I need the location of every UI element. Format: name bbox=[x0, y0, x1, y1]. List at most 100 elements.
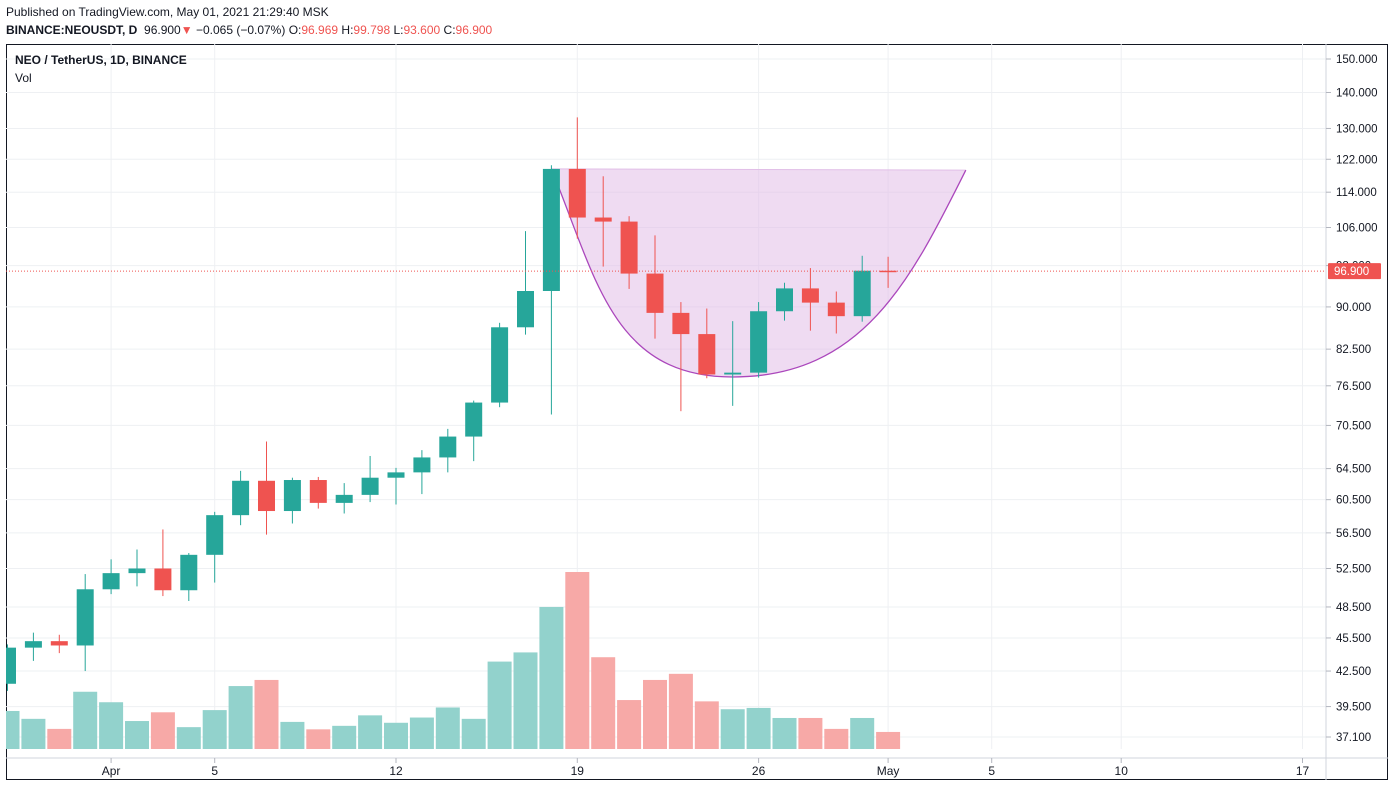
price-tick-label: 56.500 bbox=[1336, 528, 1371, 540]
cup-rim bbox=[551, 168, 966, 171]
candle-body bbox=[387, 472, 405, 478]
volume-bar bbox=[513, 652, 538, 749]
candle bbox=[646, 235, 664, 339]
candle-body bbox=[413, 457, 431, 473]
volume-bar bbox=[306, 729, 331, 749]
candle bbox=[776, 282, 793, 321]
candle-body bbox=[206, 515, 224, 555]
volume-bar bbox=[409, 717, 434, 749]
chart-frame bbox=[6, 44, 1388, 780]
down-arrow-icon: ▼ bbox=[180, 23, 193, 37]
volume-bar bbox=[99, 702, 124, 749]
candle bbox=[102, 559, 120, 595]
volume-bar bbox=[643, 679, 667, 749]
candle bbox=[283, 477, 301, 524]
volume-bar bbox=[850, 717, 875, 749]
volume-legend[interactable]: Vol bbox=[15, 71, 32, 85]
last-price-tag bbox=[1328, 263, 1381, 280]
low-label: L: bbox=[393, 23, 404, 37]
candle-body bbox=[698, 334, 716, 375]
volume-bar bbox=[539, 606, 564, 749]
candle-body bbox=[750, 311, 768, 373]
candle-body bbox=[361, 477, 379, 495]
candle bbox=[413, 450, 431, 495]
candle-body bbox=[283, 480, 301, 512]
volume-bar bbox=[73, 691, 98, 749]
candle-body bbox=[232, 480, 250, 516]
candle bbox=[154, 529, 172, 597]
volume-bars bbox=[6, 572, 901, 749]
volume-bar bbox=[176, 727, 201, 749]
candle bbox=[542, 165, 560, 415]
candle bbox=[6, 644, 16, 691]
volume-bar bbox=[772, 717, 797, 749]
volume-bar bbox=[668, 673, 693, 749]
candle-body bbox=[309, 480, 327, 503]
candle-body bbox=[491, 327, 509, 403]
candle bbox=[206, 511, 224, 583]
time-tick-label: 12 bbox=[389, 764, 403, 778]
price-axis[interactable]: 150.000 140.000 130.000 122.000 114.000 106.0… bbox=[1325, 44, 1381, 780]
time-tick-label: 5 bbox=[988, 764, 995, 778]
candle-body bbox=[517, 291, 534, 328]
volume-bar bbox=[591, 657, 616, 749]
candle bbox=[698, 308, 716, 379]
price-tick-label: 70.500 bbox=[1336, 420, 1371, 432]
candle bbox=[50, 634, 68, 654]
candlestick-chart[interactable]: 150.000 140.000 130.000 122.000 114.000 106.0… bbox=[6, 44, 1388, 780]
candle-body bbox=[776, 288, 793, 312]
price-tick-label: 42.500 bbox=[1336, 666, 1371, 678]
open-value: 96.969 bbox=[301, 23, 339, 37]
published-note: Published on TradingView.com, May 01, 20… bbox=[6, 5, 329, 19]
candle bbox=[801, 268, 819, 331]
candle bbox=[361, 455, 379, 503]
price-tick-label: 130.000 bbox=[1336, 123, 1378, 135]
candle-body bbox=[853, 270, 871, 317]
price-tick-label: 106.000 bbox=[1336, 223, 1378, 235]
high-label: H: bbox=[341, 23, 354, 37]
price-tick-label: 90.000 bbox=[1336, 302, 1371, 314]
last-price: 96.900 bbox=[144, 23, 181, 37]
candle-body bbox=[465, 402, 483, 437]
price-tick-label: 122.000 bbox=[1336, 154, 1378, 166]
price-tick-label: 48.500 bbox=[1336, 602, 1371, 614]
volume-bar bbox=[150, 712, 175, 749]
volume-bar bbox=[461, 718, 486, 749]
close-value: 96.900 bbox=[455, 23, 493, 37]
price-tick-label: 82.500 bbox=[1336, 344, 1371, 356]
candle bbox=[827, 291, 845, 334]
price-tick-label: 64.500 bbox=[1336, 464, 1371, 476]
candle bbox=[568, 117, 586, 239]
candle-body bbox=[801, 288, 819, 303]
volume-bar bbox=[720, 709, 745, 749]
close-label: C: bbox=[443, 23, 456, 37]
candle bbox=[232, 470, 250, 526]
price-tick-label: 140.000 bbox=[1336, 87, 1378, 99]
candle bbox=[387, 467, 405, 505]
price-tick-label: 39.500 bbox=[1336, 702, 1371, 714]
candle bbox=[24, 632, 42, 661]
time-tick-label: 5 bbox=[211, 764, 218, 778]
volume-bar bbox=[125, 721, 149, 749]
candle bbox=[491, 322, 509, 408]
volume-bar bbox=[798, 717, 823, 749]
volume-bar bbox=[876, 731, 901, 749]
volume-bar bbox=[254, 679, 279, 749]
candle bbox=[309, 476, 327, 509]
volume-bar bbox=[47, 728, 72, 749]
volume-bar bbox=[21, 718, 46, 749]
candle-body bbox=[180, 554, 198, 591]
candle-body bbox=[827, 302, 845, 317]
candles[interactable] bbox=[6, 117, 897, 691]
low-value: 93.600 bbox=[403, 23, 441, 37]
volume-bar bbox=[617, 700, 642, 749]
open-label: O: bbox=[288, 23, 302, 37]
chart-legend-title[interactable]: NEO / TetherUS, 1D, BINANCE bbox=[15, 53, 187, 67]
candle-body bbox=[568, 168, 586, 218]
last-price-tag-text: 96.900 bbox=[1334, 266, 1369, 278]
candle-body bbox=[335, 494, 353, 503]
time-axis[interactable]: Apr 5 12 19 26 May 5 10 17 bbox=[6, 757, 1388, 778]
candle bbox=[180, 553, 198, 601]
time-tick-label: Apr bbox=[102, 764, 121, 778]
candle bbox=[672, 302, 690, 412]
